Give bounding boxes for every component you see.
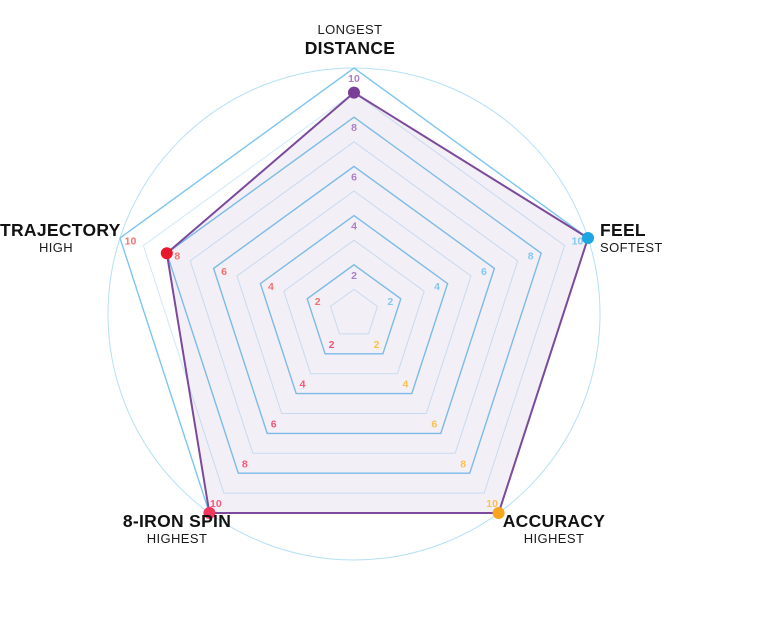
tick-label-trajectory: 10 xyxy=(125,235,137,247)
tick-label-spin: 2 xyxy=(329,339,335,351)
axis-title-accuracy: ACCURACY xyxy=(502,511,606,531)
major-ring-gridline xyxy=(212,165,496,435)
tick-label-distance: 8 xyxy=(351,122,357,134)
axis-qualifier-accuracy: HIGHEST xyxy=(523,531,585,546)
data-point-feel xyxy=(582,232,594,244)
minor-ring-gridline xyxy=(236,190,472,414)
tick-label-distance: 6 xyxy=(351,171,357,183)
data-point-accuracy xyxy=(492,507,505,519)
axis-label-accuracy: ACCURACY HIGHEST xyxy=(474,511,634,547)
axis-title-trajectory: TRAJECTORY xyxy=(0,220,121,240)
tick-label-trajectory: 4 xyxy=(268,281,274,293)
data-point-spin xyxy=(203,507,216,519)
axis-qualifier-feel: SOFTEST xyxy=(600,240,663,255)
tick-label-accuracy: 10 xyxy=(486,498,498,510)
minor-ring-gridline xyxy=(189,141,519,454)
axis-qualifier-distance: LONGEST xyxy=(317,22,383,37)
axis-title-distance: DISTANCE xyxy=(304,38,396,58)
major-ring-gridline xyxy=(306,263,402,355)
major-ring-gridline xyxy=(165,116,543,474)
major-ring-gridline xyxy=(259,214,449,395)
tick-label-spin: 4 xyxy=(300,379,306,391)
tick-label-feel: 10 xyxy=(572,235,584,247)
tick-label-accuracy: 4 xyxy=(402,379,408,391)
axis-label-8-iron-spin: 8-IRON SPIN HIGHEST xyxy=(87,511,267,547)
tick-label-distance: 2 xyxy=(351,270,357,282)
tick-label-accuracy: 6 xyxy=(431,419,437,431)
axis-qualifier-trajectory: HIGH xyxy=(38,240,74,255)
data-polygon xyxy=(165,91,589,514)
axis-title-feel: FEEL xyxy=(600,220,646,240)
axis-qualifier-8-iron-spin: HIGHEST xyxy=(146,531,208,546)
data-point-distance xyxy=(348,86,360,99)
minor-ring-gridline xyxy=(283,239,425,375)
tick-label-accuracy: 2 xyxy=(374,339,380,351)
minor-ring-gridline xyxy=(142,91,566,494)
axis-label-trajectory: TRAJECTORY HIGH xyxy=(0,220,121,256)
axis-label-distance: LONGEST DISTANCE xyxy=(260,22,440,58)
minor-ring-gridline xyxy=(330,288,378,335)
tick-label-trajectory: 6 xyxy=(221,266,227,278)
tick-label-trajectory: 8 xyxy=(174,251,180,263)
tick-label-feel: 4 xyxy=(434,281,440,293)
tick-label-spin: 10 xyxy=(210,498,222,510)
tick-label-feel: 8 xyxy=(528,251,534,263)
tick-label-distance: 4 xyxy=(351,221,357,233)
tick-label-distance: 10 xyxy=(348,73,360,85)
tick-label-spin: 8 xyxy=(242,458,248,470)
tick-label-feel: 6 xyxy=(481,266,487,278)
data-point-trajectory xyxy=(160,247,173,260)
tick-label-feel: 2 xyxy=(387,296,393,308)
tick-label-trajectory: 2 xyxy=(315,296,321,308)
tick-label-accuracy: 8 xyxy=(460,458,466,470)
axis-title-8-iron-spin: 8-IRON SPIN xyxy=(122,511,232,531)
tick-label-spin: 6 xyxy=(271,419,277,431)
axis-label-feel: FEEL SOFTEST xyxy=(600,220,750,256)
